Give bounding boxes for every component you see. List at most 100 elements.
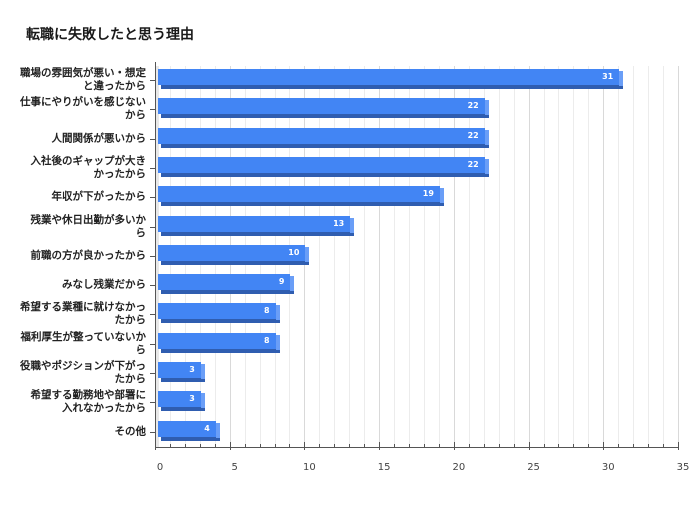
- gridline: [364, 66, 366, 447]
- bar-value-label: 8: [263, 306, 270, 316]
- bar-value-label: 3: [189, 365, 195, 374]
- gridline: [558, 66, 560, 447]
- category-label: 職場の雰囲気が悪い・想定 と違ったから: [20, 67, 146, 92]
- bar: 9: [158, 274, 295, 295]
- x-tick-label: 0: [156, 462, 164, 473]
- x-tick: [334, 444, 336, 448]
- gridline: [528, 66, 530, 447]
- bar-side-face: [305, 246, 310, 262]
- x-tick: [618, 444, 620, 448]
- x-tick: [409, 444, 411, 448]
- x-tick-label: 5: [231, 462, 238, 473]
- y-tick: [150, 197, 156, 199]
- bar-bottom-face: [161, 436, 220, 441]
- bar-value-label: 13: [333, 218, 345, 228]
- bar: 10: [158, 244, 310, 265]
- bar-front-face: [158, 391, 201, 408]
- gridline: [349, 66, 351, 447]
- y-tick: [150, 255, 156, 257]
- bar: 8: [158, 332, 280, 353]
- bar-bottom-face: [161, 319, 280, 324]
- bar-bottom-face: [161, 172, 489, 177]
- gridline: [498, 66, 500, 447]
- bar-front-face: [158, 362, 201, 378]
- bar-value-label: 4: [204, 423, 210, 433]
- y-tick: [150, 109, 156, 111]
- bar-value-label: 19: [422, 189, 434, 199]
- x-tick: [229, 442, 231, 450]
- bar-front-face: [158, 420, 216, 437]
- category-label: 希望する勤務地や部署に 入れなかったから: [30, 389, 147, 415]
- category-label: 人間関係が悪いから: [51, 132, 147, 145]
- chart-title: 転職に失敗したと思う理由: [26, 27, 194, 43]
- x-tick: [155, 442, 156, 450]
- x-tick: [438, 444, 440, 448]
- gridline: [618, 66, 620, 447]
- bar: 13: [158, 215, 355, 236]
- x-tick-label: 10: [303, 462, 316, 473]
- bar-front-face: [158, 156, 485, 173]
- y-tick: [150, 285, 156, 287]
- x-tick: [483, 444, 485, 448]
- category-label: 残業や休日出勤が多いから: [30, 213, 147, 239]
- gridline: [468, 66, 470, 447]
- bar-side-face: [439, 188, 444, 204]
- bar-side-face: [215, 422, 220, 438]
- x-tick: [199, 444, 201, 448]
- y-tick: [150, 373, 156, 374]
- bar-side-face: [484, 158, 489, 174]
- x-tick-label: 30: [601, 462, 615, 473]
- y-tick: [150, 314, 156, 316]
- bar-value-label: 3: [189, 394, 195, 404]
- x-tick: [498, 444, 500, 448]
- bar: 3: [158, 391, 205, 412]
- bar-bottom-face: [161, 143, 489, 148]
- bar-value-label: 22: [467, 130, 479, 140]
- x-tick: [349, 444, 351, 448]
- y-tick: [150, 226, 156, 228]
- bar: 8: [158, 303, 280, 324]
- category-label: 前職の方が良かったから: [30, 249, 147, 262]
- gridline: [423, 66, 425, 447]
- bar-bottom-face: [161, 378, 205, 382]
- x-tick: [274, 444, 276, 448]
- y-tick: [150, 343, 156, 345]
- category-label: 年収が下がったから: [51, 190, 147, 203]
- gridline: [678, 66, 679, 447]
- x-tick: [678, 442, 679, 450]
- gridline: [483, 66, 485, 447]
- x-tick: [364, 444, 366, 448]
- x-tick-label: 25: [527, 462, 540, 473]
- bar: 22: [158, 98, 489, 119]
- bar-bottom-face: [161, 231, 355, 236]
- plot-side-wall: [156, 66, 159, 447]
- x-tick-label: 20: [452, 462, 466, 473]
- bar-front-face: [158, 332, 276, 349]
- x-tick: [184, 444, 186, 448]
- bar-value-label: 8: [263, 335, 270, 345]
- x-axis-line: [155, 447, 679, 448]
- x-tick: [259, 444, 261, 448]
- bar: 22: [158, 156, 489, 177]
- bar-front-face: [158, 215, 351, 232]
- bar-side-face: [275, 334, 280, 350]
- x-tick-label: 15: [377, 462, 391, 473]
- bar-bottom-face: [161, 260, 310, 265]
- x-tick: [648, 444, 650, 448]
- bar-side-face: [484, 129, 489, 145]
- bar-bottom-face: [161, 290, 295, 295]
- gridline: [394, 66, 396, 447]
- x-tick: [304, 442, 306, 450]
- y-axis-line: [155, 62, 156, 448]
- y-tick: [150, 167, 156, 169]
- category-label: その他: [114, 425, 147, 438]
- gridline: [438, 66, 440, 447]
- bar-side-face: [290, 276, 295, 292]
- x-tick: [558, 444, 560, 448]
- bar: 4: [158, 420, 220, 441]
- bar-side-face: [200, 364, 205, 379]
- bar-front-face: [158, 69, 620, 85]
- x-tick: [588, 444, 590, 448]
- x-tick: [319, 444, 321, 448]
- y-tick: [150, 431, 156, 433]
